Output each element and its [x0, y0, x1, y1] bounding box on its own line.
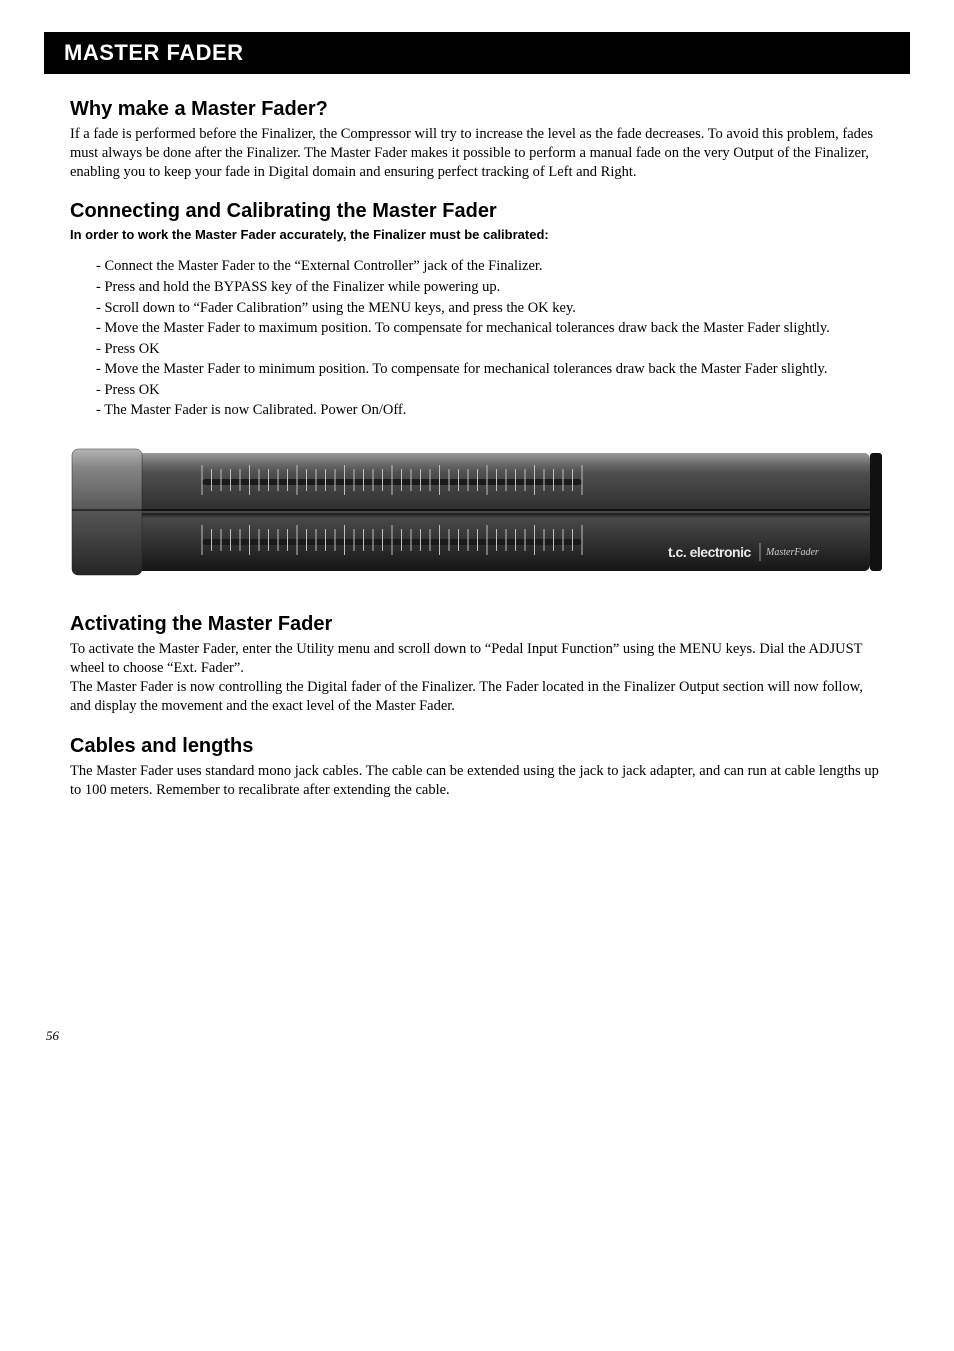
page-number: 56: [46, 1028, 860, 1044]
list-item: Press OK: [98, 339, 884, 360]
list-item: Move the Master Fader to minimum positio…: [98, 359, 884, 380]
calibration-steps-list: Connect the Master Fader to the “Externa…: [70, 256, 884, 421]
list-item: Connect the Master Fader to the “Externa…: [98, 256, 884, 277]
list-item: Scroll down to “Fader Calibration” using…: [98, 298, 884, 319]
device-brand-text: t.c. electronic: [668, 544, 751, 560]
master-fader-device-image: t.c. electronic MasterFader: [70, 447, 884, 577]
section-body-cables: The Master Fader uses standard mono jack…: [70, 762, 884, 800]
scale-ticks-upper: [202, 465, 582, 495]
document-page: MASTER FADER Why make a Master Fader? If…: [0, 0, 954, 1351]
page-header-bar: MASTER FADER: [44, 32, 910, 74]
list-item: Press OK: [98, 380, 884, 401]
section-subtitle-connecting: In order to work the Master Fader accura…: [70, 227, 884, 242]
section-title-activating: Activating the Master Fader: [70, 613, 884, 636]
section-body-why: If a fade is performed before the Finali…: [70, 125, 884, 182]
section-title-connecting: Connecting and Calibrating the Master Fa…: [70, 200, 884, 223]
section-title-why: Why make a Master Fader?: [70, 98, 884, 121]
section-body-activating-1: To activate the Master Fader, enter the …: [70, 640, 884, 678]
list-item: The Master Fader is now Calibrated. Powe…: [98, 400, 884, 421]
page-content: Why make a Master Fader? If a fade is pe…: [40, 74, 914, 834]
scale-ticks-lower: [202, 525, 582, 555]
section-body-activating-2: The Master Fader is now controlling the …: [70, 678, 884, 716]
section-title-cables: Cables and lengths: [70, 735, 884, 758]
list-item: Press and hold the BYPASS key of the Fin…: [98, 277, 884, 298]
device-model-text: MasterFader: [765, 547, 819, 558]
page-header-text: MASTER FADER: [64, 40, 244, 65]
list-item: Move the Master Fader to maximum positio…: [98, 318, 884, 339]
